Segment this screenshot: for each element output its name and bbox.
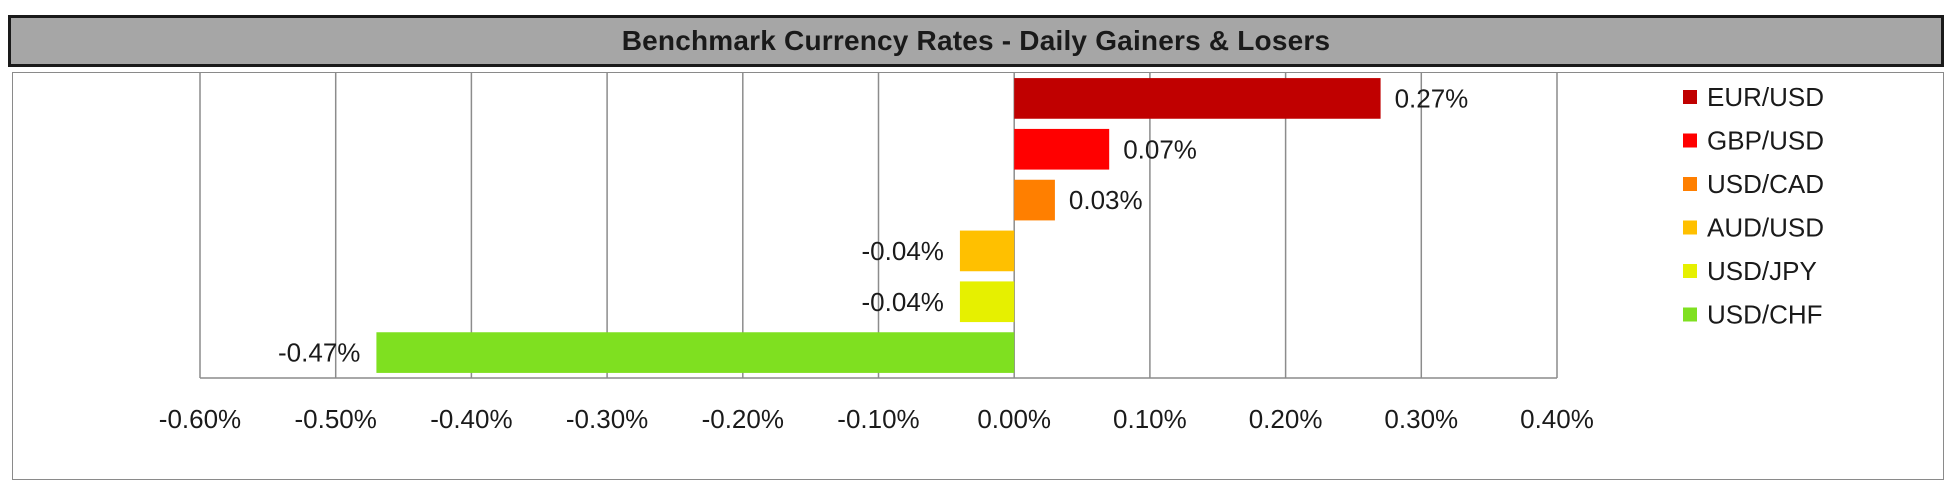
legend-swatch — [1683, 264, 1697, 278]
chart-area: 0.27% 0.07% 0.03% -0.04% -0.04% -0.47% -0.60%… — [12, 72, 1944, 480]
legend-swatch — [1683, 307, 1697, 322]
legend-entry: USD/CAD — [1707, 169, 1824, 199]
chart-title: Benchmark Currency Rates - Daily Gainers… — [621, 25, 1331, 56]
bar-aud-usd — [959, 230, 1015, 272]
data-label: -0.04% — [862, 236, 944, 266]
legend-entry: USD/JPY — [1707, 256, 1817, 286]
x-tick-label: 0.10% — [1113, 404, 1187, 434]
bar-usd-chf — [376, 332, 1015, 373]
legend-entry: GBP/USD — [1707, 126, 1824, 156]
x-tick-label: 0.30% — [1384, 404, 1458, 434]
x-tick-label: -0.20% — [702, 404, 784, 434]
x-tick-label: -0.10% — [837, 404, 919, 434]
data-label: -0.47% — [278, 338, 360, 368]
legend-swatch — [1683, 90, 1697, 104]
legend: EUR/USD GBP/USD USD/CAD AUD/USD USD/JPY USD/C… — [1683, 82, 1824, 330]
bar-eur-usd — [1014, 78, 1381, 119]
bar-gbp-usd — [1014, 128, 1110, 170]
x-tick-label: -0.60% — [159, 404, 241, 434]
x-axis-ticks: -0.60% -0.50% -0.40% -0.30% -0.20% -0.10% 0.00… — [159, 404, 1594, 434]
bar-usd-jpy — [959, 281, 1015, 323]
legend-swatch — [1683, 220, 1697, 235]
x-tick-label: -0.30% — [566, 404, 648, 434]
gridlines — [199, 73, 1558, 379]
legend-entry: EUR/USD — [1707, 82, 1824, 112]
data-label: 0.03% — [1069, 185, 1143, 215]
x-tick-label: 0.20% — [1249, 404, 1323, 434]
bar-usd-cad — [1014, 179, 1055, 221]
legend-entry: AUD/USD — [1707, 213, 1824, 243]
x-tick-label: -0.50% — [295, 404, 377, 434]
data-label: 0.27% — [1395, 83, 1469, 113]
data-labels: 0.27% 0.07% 0.03% -0.04% -0.04% -0.47% — [278, 83, 1468, 367]
x-tick-label: -0.40% — [430, 404, 512, 434]
chart-svg: 0.27% 0.07% 0.03% -0.04% -0.04% -0.47% -0.60%… — [159, 73, 1824, 434]
legend-swatch — [1683, 133, 1697, 148]
data-label: 0.07% — [1123, 134, 1197, 164]
x-tick-label: 0.00% — [977, 404, 1051, 434]
chart-title-bar: Benchmark Currency Rates - Daily Gainers… — [8, 15, 1944, 67]
legend-entry: USD/CHF — [1707, 300, 1823, 330]
x-tick-label: 0.40% — [1520, 404, 1594, 434]
bars — [376, 78, 1381, 373]
data-label: -0.04% — [862, 287, 944, 317]
legend-swatch — [1683, 177, 1697, 191]
